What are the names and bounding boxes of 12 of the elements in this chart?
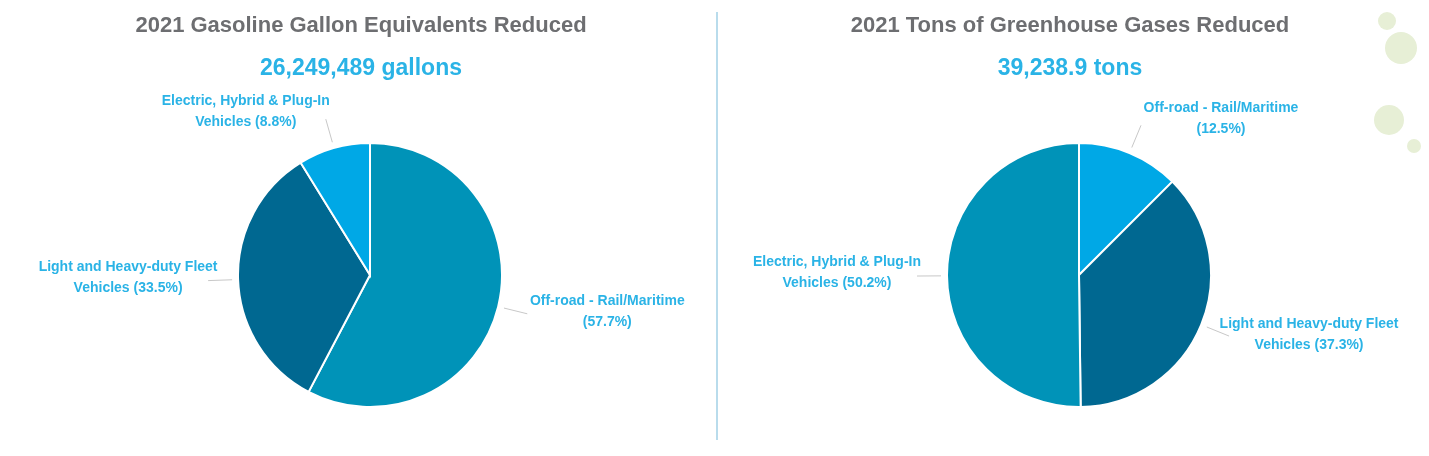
chart-title: 2021 Gasoline Gallon Equivalents Reduced — [134, 12, 588, 38]
slice-label: Electric, Hybrid & Plug-In Vehicles (8.8%) — [161, 92, 330, 130]
data-label: (12.5%) — [1196, 119, 1246, 136]
slice-label: Light and Heavy-duty Fleet Vehicles (37.3%) — [1219, 314, 1399, 352]
slice-label: Electric, Hybrid & Plug-In Vehicles (50.2%) — [752, 253, 922, 291]
chart-title: 2021 Tons of Greenhouse Gases Reduced — [849, 12, 1291, 38]
chart-subtitle: 39,238.9 tons — [996, 54, 1144, 81]
slice-label: Light and Heavy-duty Fleet Vehicles (33.5%) — [38, 257, 218, 295]
data-label: (57.7%) — [582, 312, 632, 329]
slice-label: Off-road - Rail/Maritime — [1143, 98, 1299, 115]
slice-label: Off-road - Rail/Maritime — [529, 291, 685, 308]
chart-subtitle: 26,249,489 gallons — [259, 54, 463, 81]
